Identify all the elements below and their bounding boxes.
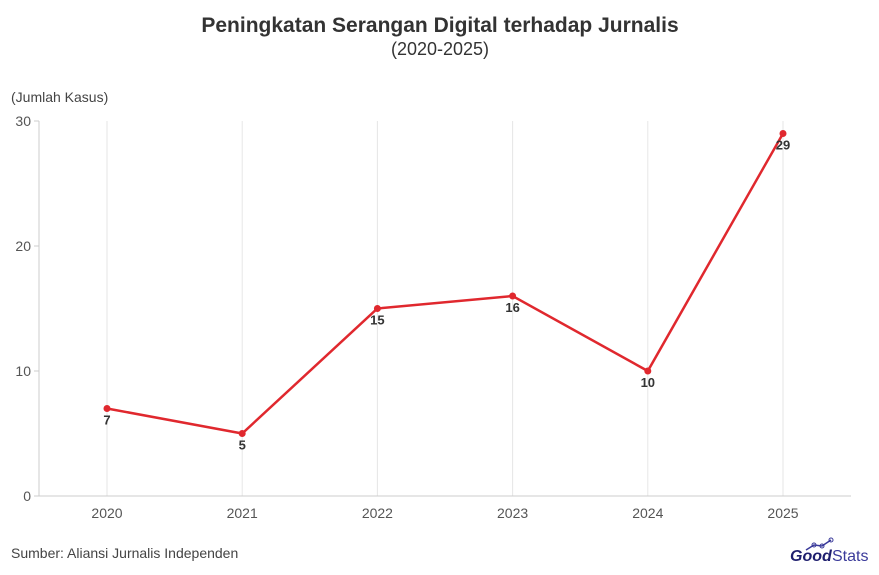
x-tick-label: 2024	[632, 505, 663, 521]
data-point	[779, 130, 787, 137]
data-point	[103, 405, 111, 412]
data-point	[238, 430, 246, 437]
x-tick-label: 2022	[362, 505, 393, 521]
y-tick-label: 0	[23, 488, 31, 504]
chart-title: Peningkatan Serangan Digital terhadap Ju…	[201, 14, 678, 37]
goodstats-logo: Good Stats	[790, 537, 868, 565]
x-tick-label: 2023	[497, 505, 528, 521]
y-tick-label: 20	[15, 238, 31, 254]
data-label: 15	[370, 313, 384, 328]
data-label: 10	[641, 375, 655, 390]
data-point	[644, 367, 652, 375]
data-label: 7	[103, 413, 110, 428]
y-tick-label: 30	[15, 113, 31, 129]
x-tick-label: 2021	[227, 505, 258, 521]
x-tick-label: 2025	[767, 505, 798, 521]
chart-subtitle: (2020-2025)	[391, 39, 489, 59]
data-label: 5	[239, 438, 246, 453]
series-line	[106, 132, 785, 435]
data-label: 29	[776, 138, 790, 153]
x-tick-label: 2020	[91, 505, 122, 521]
svg-text:Good: Good	[790, 548, 833, 565]
data-point	[509, 292, 517, 300]
svg-text:Stats: Stats	[832, 548, 868, 565]
data-label: 16	[505, 300, 519, 315]
y-tick-label: 10	[15, 363, 31, 379]
source-note: Sumber: Aliansi Jurnalis Independen	[11, 545, 238, 561]
y-axis-label: (Jumlah Kasus)	[11, 89, 108, 105]
data-point	[373, 305, 381, 312]
